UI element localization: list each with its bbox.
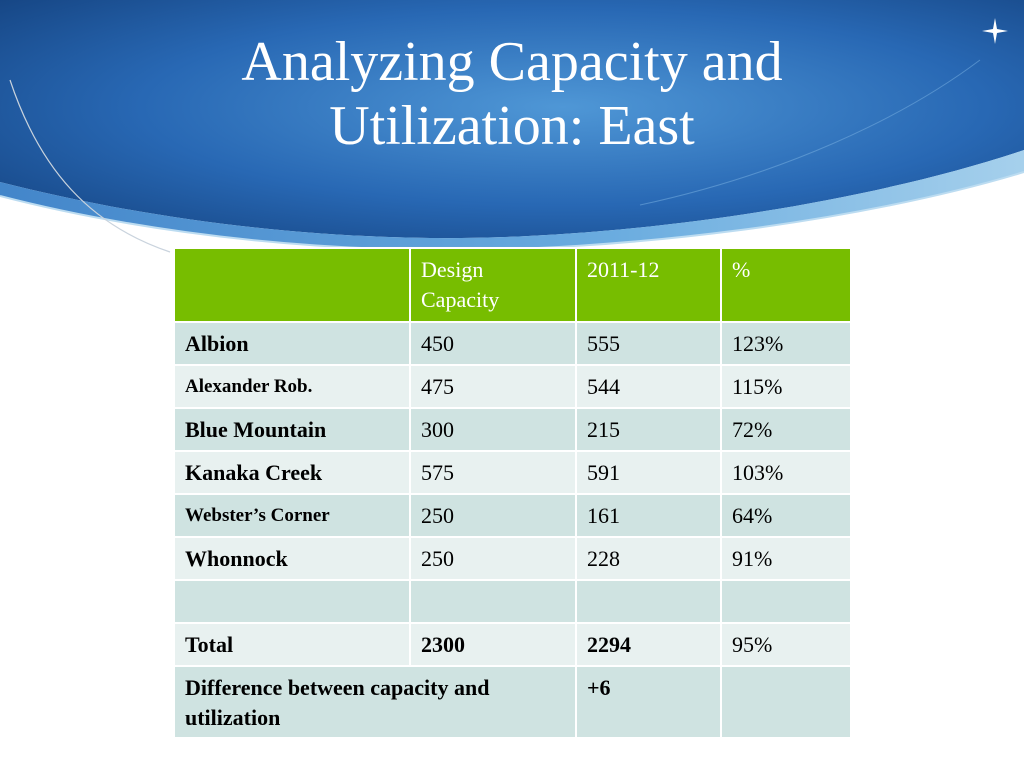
table-header-row: Design Capacity 2011-12 %: [173, 247, 852, 323]
percent-value: 115%: [720, 364, 852, 409]
blank-cell: [720, 665, 852, 739]
difference-row: Difference between capacity and utilizat…: [173, 665, 852, 739]
percent-value: 64%: [720, 493, 852, 538]
year-value: 544: [575, 364, 722, 409]
total-percent: 95%: [720, 622, 852, 667]
star-burst-icon: [982, 18, 1008, 44]
year-value: 161: [575, 493, 722, 538]
blank-cell: [575, 579, 722, 624]
blank-row: [173, 579, 852, 624]
school-name: Kanaka Creek: [173, 450, 411, 495]
percent-value: 91%: [720, 536, 852, 581]
design-capacity-value: 250: [409, 493, 577, 538]
blank-cell: [173, 579, 411, 624]
table-row: Kanaka Creek 575 591 103%: [173, 450, 852, 495]
total-row: Total 2300 2294 95%: [173, 622, 852, 667]
header-cell-percent: %: [720, 247, 852, 323]
percent-value: 72%: [720, 407, 852, 452]
table-row: Alexander Rob. 475 544 115%: [173, 364, 852, 409]
design-capacity-value: 300: [409, 407, 577, 452]
design-capacity-value: 575: [409, 450, 577, 495]
percent-value: 123%: [720, 321, 852, 366]
table-row: Webster’s Corner 250 161 64%: [173, 493, 852, 538]
header-cell-year: 2011-12: [575, 247, 722, 323]
school-name: Webster’s Corner: [173, 493, 411, 538]
school-name: Whonnock: [173, 536, 411, 581]
design-capacity-value: 250: [409, 536, 577, 581]
total-label: Total: [173, 622, 411, 667]
table-row: Blue Mountain 300 215 72%: [173, 407, 852, 452]
blank-cell: [409, 579, 577, 624]
blank-cell: [720, 579, 852, 624]
difference-value: +6: [575, 665, 722, 739]
table-row: Whonnock 250 228 91%: [173, 536, 852, 581]
year-value: 555: [575, 321, 722, 366]
year-value: 228: [575, 536, 722, 581]
year-value: 215: [575, 407, 722, 452]
school-name: Blue Mountain: [173, 407, 411, 452]
title-line-2: Utilization: East: [329, 95, 695, 157]
total-year-value: 2294: [575, 622, 722, 667]
table-row: Albion 450 555 123%: [173, 321, 852, 366]
capacity-table: Design Capacity 2011-12 % Albion 450 555…: [173, 247, 852, 739]
design-capacity-value: 450: [409, 321, 577, 366]
school-name: Albion: [173, 321, 411, 366]
header-cell-name: [173, 247, 411, 323]
year-value: 591: [575, 450, 722, 495]
title-line-1: Analyzing Capacity and: [241, 31, 783, 93]
design-capacity-value: 475: [409, 364, 577, 409]
difference-label: Difference between capacity and utilizat…: [173, 665, 577, 739]
total-design-capacity: 2300: [409, 622, 577, 667]
slide-title: Analyzing Capacity and Utilization: East: [0, 30, 1024, 158]
percent-value: 103%: [720, 450, 852, 495]
header-cell-design-capacity: Design Capacity: [409, 247, 577, 323]
school-name: Alexander Rob.: [173, 364, 411, 409]
